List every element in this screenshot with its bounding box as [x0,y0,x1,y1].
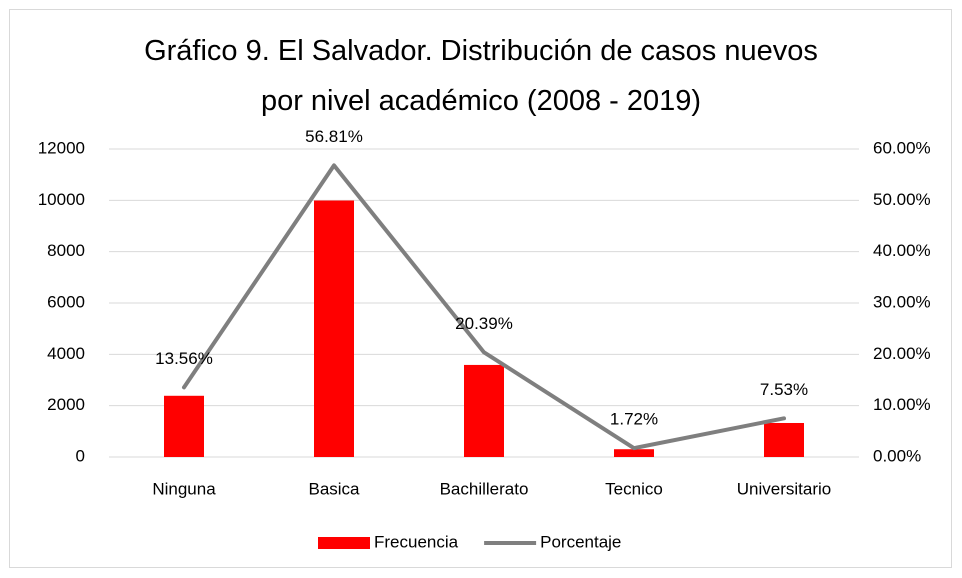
y-tick-label: 6000 [47,292,85,311]
y-tick-label: 4000 [47,344,85,363]
bar [764,422,804,457]
legend-swatch [318,537,370,549]
data-label: 7.53% [760,380,808,399]
y-tick-label: 0 [76,446,85,465]
y2-tick-label: 10.00% [873,395,931,414]
chart-title: Gráfico 9. El Salvador. Distribución de … [144,35,818,117]
bar [164,395,204,457]
bar [614,449,654,457]
y-tick-label: 8000 [47,241,85,260]
bar [314,200,354,457]
y2-tick-label: 50.00% [873,190,931,209]
y2-tick-label: 30.00% [873,292,931,311]
legend-label: Porcentaje [540,532,621,551]
x-tick-label: Universitario [737,479,831,498]
x-tick-label: Ninguna [152,479,216,498]
data-label: 1.72% [610,410,658,429]
data-label: 13.56% [155,349,213,368]
legend-label: Frecuencia [374,532,459,551]
x-tick-label: Bachillerato [440,479,529,498]
y2-tick-label: 40.00% [873,241,931,260]
chart-border [9,9,952,568]
bar [464,364,504,457]
y2-tick-label: 0.00% [873,446,921,465]
y-tick-label: 12000 [38,138,85,157]
line [182,163,786,451]
data-label: 20.39% [455,314,513,333]
y2-tick-label: 20.00% [873,344,931,363]
x-tick-label: Tecnico [605,479,663,498]
y2-tick-label: 60.00% [873,138,931,157]
data-label: 56.81% [305,127,363,146]
y-tick-label: 2000 [47,395,85,414]
x-tick-label: Basica [308,479,360,498]
y-tick-label: 10000 [38,190,85,209]
